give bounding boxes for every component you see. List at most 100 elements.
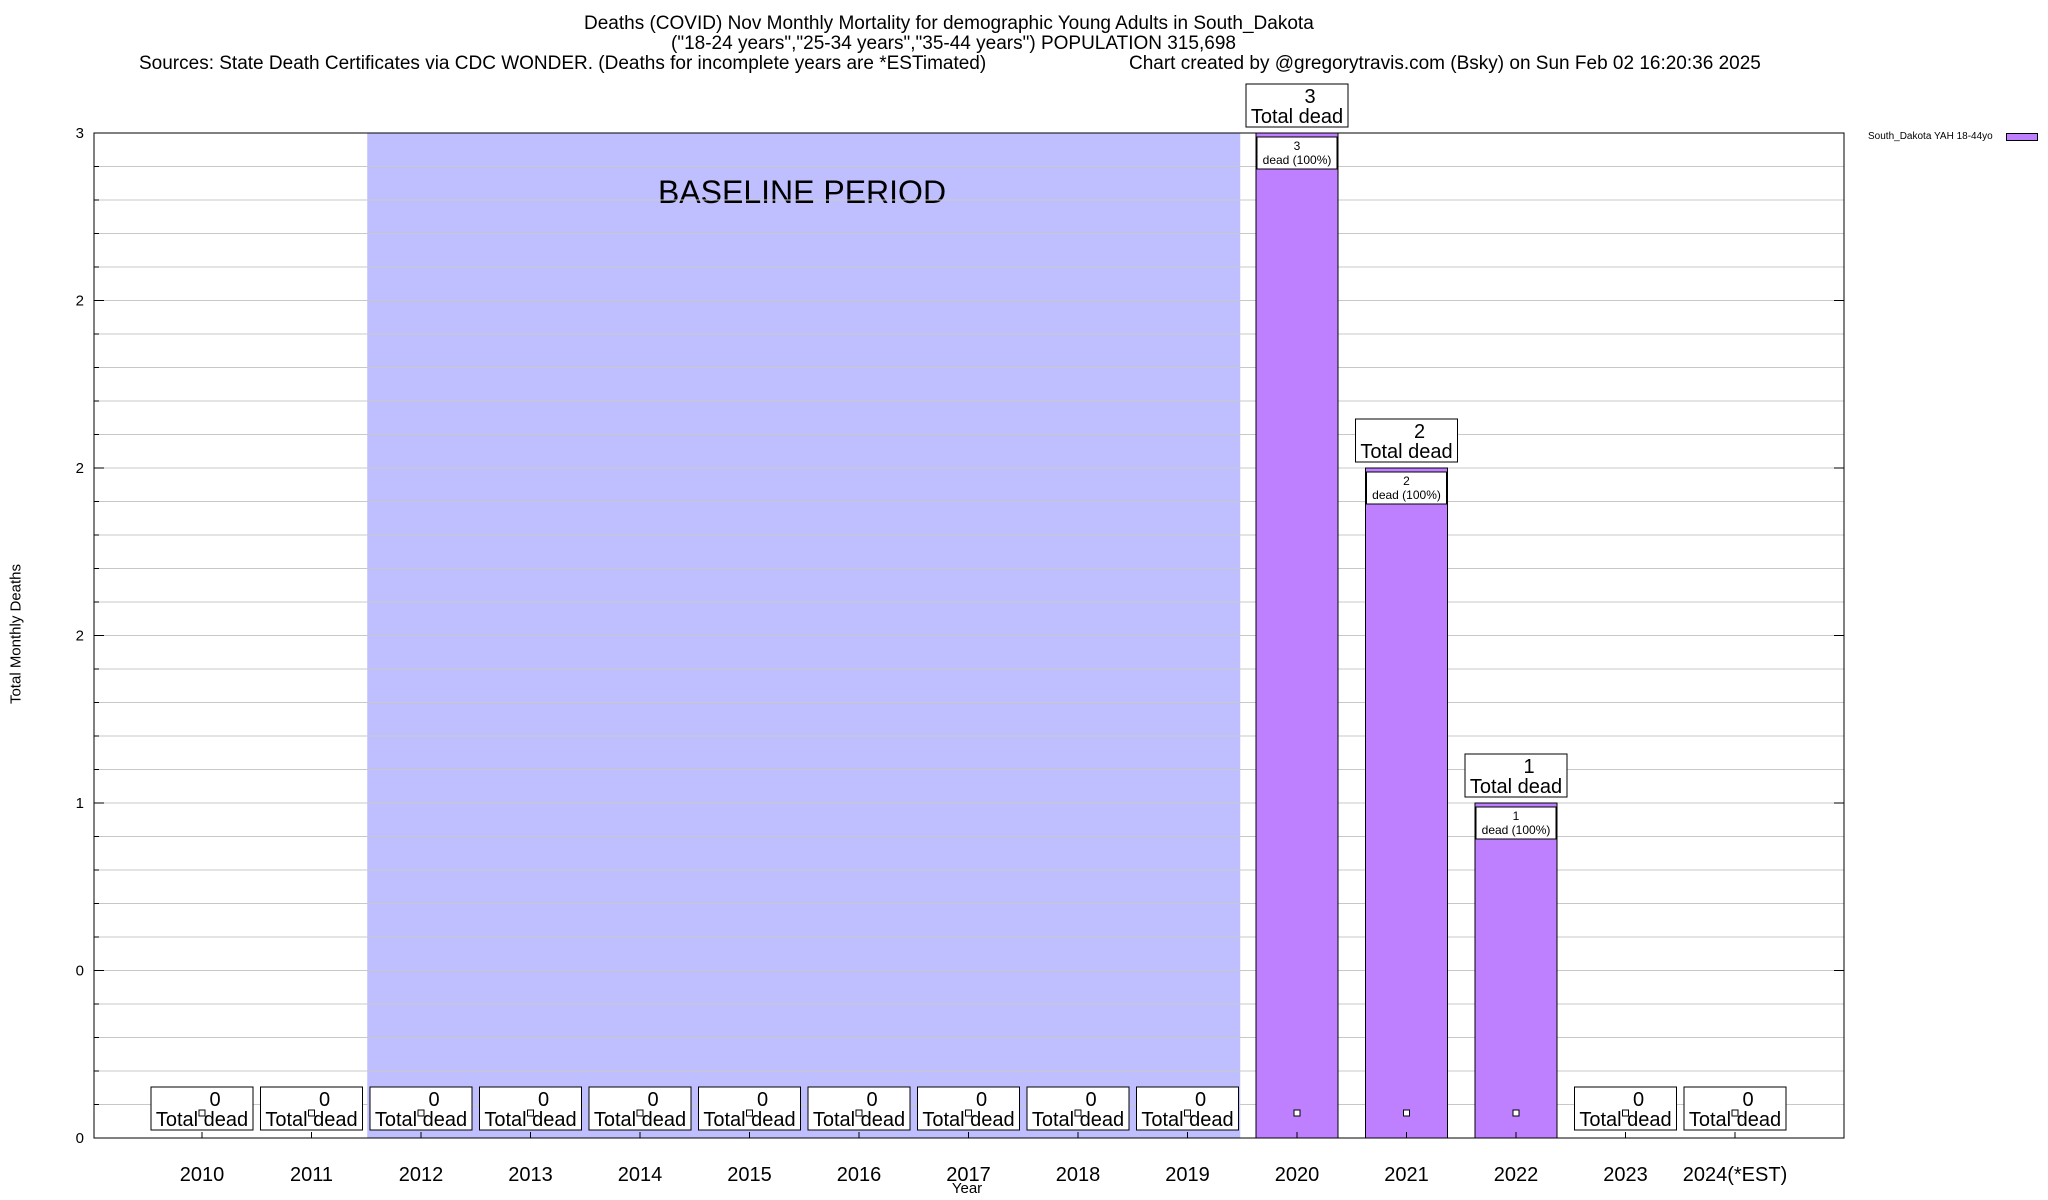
total-dead-caption: Total dead (265, 1109, 357, 1131)
inner-dead-value: 3 (1294, 139, 1301, 153)
zero-marker (746, 1109, 753, 1117)
chart-sources: Sources: State Death Certificates via CD… (139, 53, 987, 74)
total-dead-value: 0 (1633, 1089, 1644, 1111)
zero-marker (527, 1109, 534, 1117)
total-dead-value: 0 (319, 1089, 330, 1111)
zero-marker (965, 1109, 972, 1117)
x-tick-label: 2014 (618, 1164, 663, 1186)
x-tick-label: 2012 (399, 1164, 444, 1186)
x-tick-label: 2021 (1384, 1164, 1429, 1186)
total-dead-value: 0 (209, 1089, 220, 1111)
total-dead-value: 0 (976, 1089, 987, 1111)
y-tick-label: 2 (76, 628, 84, 645)
x-tick-label: 2020 (1275, 1164, 1320, 1186)
total-dead-caption: Total dead (922, 1109, 1014, 1131)
zero-marker (1074, 1109, 1082, 1117)
zero-marker (1622, 1109, 1629, 1117)
x-tick-label: 2010 (180, 1164, 225, 1186)
zero-marker (1184, 1109, 1191, 1117)
inner-dead-value: 1 (1513, 809, 1520, 823)
total-dead-caption: Total dead (1360, 441, 1452, 463)
total-dead-value: 1 (1523, 756, 1534, 778)
total-dead-caption: Total dead (1579, 1109, 1671, 1131)
y-tick-label: 1 (76, 795, 84, 812)
bar (1255, 132, 1339, 1139)
baseline-period-label: BASELINE PERIOD (658, 174, 946, 210)
total-dead-caption: Total dead (1251, 106, 1343, 128)
total-dead-caption: Total dead (375, 1109, 467, 1131)
chart-title: Deaths (COVID) Nov Monthly Mortality for… (584, 13, 1314, 34)
zero-marker (308, 1109, 315, 1117)
y-tick-label: 0 (76, 1130, 84, 1147)
inner-dead-caption: dead (100%) (1372, 488, 1441, 502)
x-tick-label: 2015 (727, 1164, 772, 1186)
x-tick-label: 2024(*EST) (1683, 1164, 1788, 1186)
total-dead-value: 0 (1195, 1089, 1206, 1111)
zero-marker (1731, 1109, 1739, 1117)
total-dead-value: 0 (757, 1089, 768, 1111)
x-tick-label: 2019 (1165, 1164, 1210, 1186)
total-dead-caption: Total dead (594, 1109, 686, 1131)
legend-label: South_Dakota YAH 18-44yo (1868, 131, 1993, 142)
inner-dead-caption: dead (100%) (1482, 823, 1551, 837)
chart-credit: Chart created by @gregorytravis.com (Bsk… (1129, 53, 1761, 74)
total-dead-value: 0 (866, 1089, 877, 1111)
zero-marker (636, 1109, 644, 1117)
total-dead-caption: Total dead (1141, 1109, 1233, 1131)
bar (1365, 467, 1448, 1139)
x-tick-label: 2022 (1494, 1164, 1539, 1186)
zero-marker (1512, 1109, 1520, 1117)
y-axis-label: Total Monthly Deaths (7, 563, 25, 705)
total-dead-caption: Total dead (156, 1109, 248, 1131)
total-dead-value: 2 (1414, 421, 1425, 443)
zero-marker (855, 1109, 863, 1117)
total-dead-caption: Total dead (703, 1109, 795, 1131)
x-tick-label: 2013 (508, 1164, 553, 1186)
zero-marker (1403, 1109, 1410, 1117)
y-tick-label: 0 (76, 963, 84, 980)
total-dead-caption: Total dead (1032, 1109, 1124, 1131)
x-tick-label: 2016 (837, 1164, 882, 1186)
total-dead-value: 0 (1085, 1089, 1096, 1111)
y-tick-label: 3 (76, 125, 84, 142)
total-dead-value: 0 (1742, 1089, 1753, 1111)
chart-subtitle: ("18-24 years","25-34 years","35-44 year… (671, 33, 1236, 54)
total-dead-caption: Total dead (1470, 776, 1562, 798)
inner-dead-caption: dead (100%) (1263, 153, 1332, 167)
inner-dead-value: 2 (1403, 474, 1410, 488)
bar (1474, 802, 1558, 1139)
total-dead-caption: Total dead (1689, 1109, 1781, 1131)
total-dead-value: 0 (428, 1089, 439, 1111)
x-tick-label: 2011 (290, 1164, 333, 1186)
zero-marker (417, 1109, 425, 1117)
total-dead-caption: Total dead (484, 1109, 576, 1131)
zero-marker (1293, 1109, 1301, 1117)
x-axis-label: Year (951, 1180, 983, 1197)
legend-swatch (2006, 133, 2038, 141)
x-tick-label: 2023 (1603, 1164, 1648, 1186)
total-dead-value: 0 (538, 1089, 549, 1111)
y-tick-label: 2 (76, 293, 84, 310)
bars (1255, 132, 1558, 1139)
total-dead-value: 0 (647, 1089, 658, 1111)
